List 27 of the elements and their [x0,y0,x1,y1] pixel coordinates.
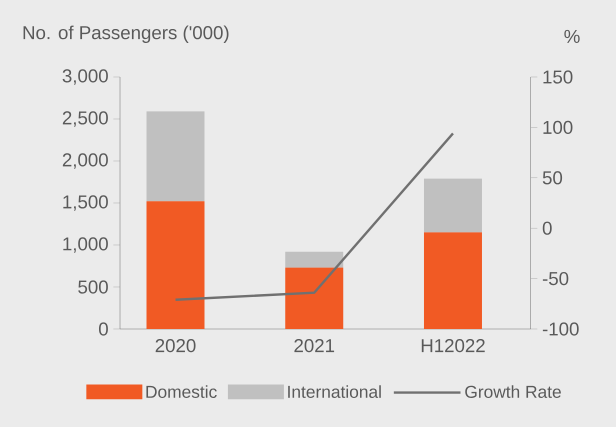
bar [424,232,482,329]
bar [285,252,344,268]
y-axis-title: No. of Passengers ('000) [24,26,228,43]
y-tick-label: 3,000 [62,69,108,85]
bar [285,268,344,329]
y2-tick-label: 50 [542,171,562,184]
bar [146,201,205,329]
bar [146,111,205,202]
y2-tick-label: -50 [542,272,568,286]
y-tick-label: 2,000 [62,153,108,169]
y-tick-label: 500 [78,280,108,294]
bar [424,178,482,232]
legend-label: International [288,385,381,398]
legend-label: Domestic [146,385,217,398]
y-tick-label: 0 [98,322,108,336]
y-tick-label: 1,000 [63,237,108,253]
y2-tick-label: -100 [542,322,579,336]
x-tick-label: H12022 [422,339,485,352]
y2-tick-label: 0 [542,222,552,235]
y-tick-label: 2,500 [62,111,108,127]
y2-tick-label: 150 [543,70,572,84]
x-tick-label: 2020 [156,339,196,352]
y2-axis-title: % [564,30,580,43]
x-tick-label: 2021 [294,339,334,352]
legend-label: Growth Rate [465,385,561,398]
y-tick-label: 1,500 [63,195,108,211]
y2-tick-label: 100 [543,120,572,134]
